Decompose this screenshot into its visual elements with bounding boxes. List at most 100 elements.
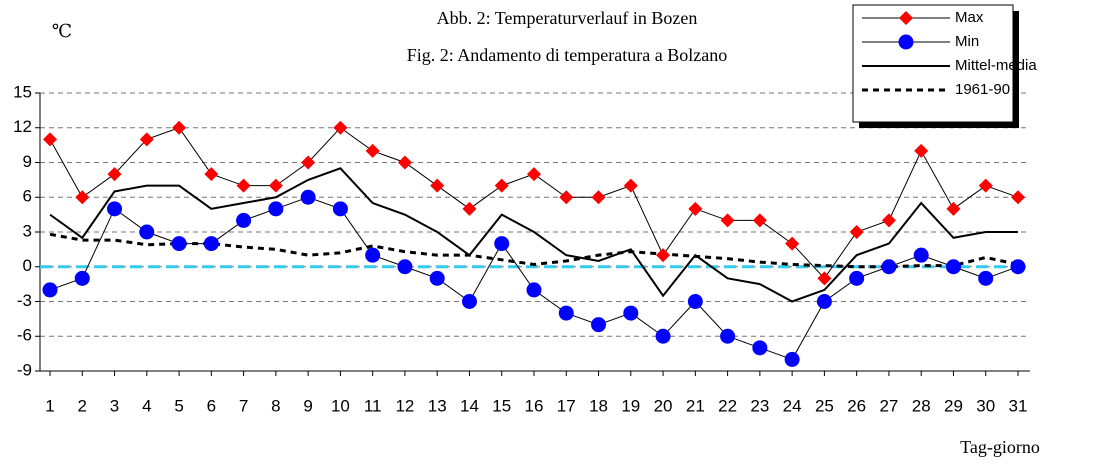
data-point	[914, 143, 929, 158]
data-point	[752, 213, 767, 228]
data-point	[365, 247, 381, 263]
series-line	[49, 232, 1019, 269]
x-tick-label: 20	[654, 396, 673, 415]
y-tick-label: 0	[23, 256, 32, 275]
data-point	[494, 178, 509, 193]
data-point	[429, 270, 445, 286]
x-tick-label: 11	[364, 396, 382, 415]
y-axis-label: ℃	[52, 21, 72, 41]
legend-marker	[898, 34, 914, 50]
data-point	[946, 201, 961, 216]
y-tick-label: -6	[17, 326, 32, 345]
data-point	[43, 132, 57, 147]
data-point	[461, 294, 477, 309]
x-tick-label: 23	[750, 396, 769, 415]
x-tick-label: 17	[557, 396, 576, 415]
data-point	[623, 178, 638, 193]
data-point	[720, 328, 736, 344]
x-tick-label: 16	[525, 396, 544, 415]
y-tick-label: 15	[13, 82, 32, 101]
legend-label: Max	[955, 9, 984, 26]
x-tick-label: 25	[815, 396, 834, 415]
legend-label: Mittel-media	[955, 57, 1037, 74]
data-point	[397, 155, 412, 170]
x-tick-label: 30	[976, 396, 995, 415]
data-point	[139, 132, 154, 147]
data-point	[784, 351, 800, 367]
x-tick-label: 4	[142, 396, 151, 415]
y-tick-label: -9	[17, 360, 32, 379]
data-point	[301, 155, 316, 170]
y-tick-label: -3	[17, 291, 32, 310]
data-point	[171, 236, 187, 252]
x-tick-label: 18	[589, 396, 608, 415]
data-point	[268, 201, 284, 217]
data-point	[945, 259, 961, 275]
data-point	[591, 190, 606, 205]
data-point	[203, 236, 219, 252]
x-tick-label: 15	[492, 396, 511, 415]
data-point	[881, 259, 897, 275]
data-point	[978, 270, 994, 286]
data-point	[881, 213, 896, 228]
data-point	[527, 167, 541, 182]
data-point	[1010, 259, 1026, 275]
data-point	[430, 178, 445, 193]
data-point	[785, 236, 800, 251]
series-line	[49, 196, 1019, 361]
y-tick-label: 3	[23, 221, 32, 240]
data-point	[139, 224, 155, 240]
x-tick-label: 10	[331, 396, 350, 415]
x-tick-label: 12	[395, 396, 414, 415]
x-tick-label: 7	[239, 396, 248, 415]
data-point	[978, 178, 993, 193]
legend-label: 1961-90	[955, 81, 1010, 98]
x-tick-label: 24	[783, 396, 802, 415]
series-line	[49, 167, 1018, 303]
data-point	[591, 317, 607, 333]
x-tick-label: 21	[686, 396, 705, 415]
y-tick-label: 9	[23, 152, 32, 171]
x-tick-label: 9	[303, 396, 312, 415]
series-line	[49, 127, 1019, 280]
data-point	[688, 201, 703, 216]
x-tick-label: 26	[847, 396, 866, 415]
data-point	[849, 270, 865, 286]
data-point	[913, 247, 929, 263]
data-point	[1011, 190, 1025, 205]
chart-subtitle: Fig. 2: Andamento di temperatura a Bolza…	[407, 45, 727, 65]
data-point	[623, 305, 639, 321]
x-tick-label: 27	[879, 396, 898, 415]
x-tick-label: 31	[1009, 396, 1028, 415]
legend-box	[852, 4, 1014, 123]
data-point	[172, 120, 187, 135]
data-point	[397, 259, 413, 275]
data-point	[462, 201, 477, 216]
data-point	[236, 178, 251, 193]
data-point	[107, 201, 123, 217]
data-point	[817, 271, 832, 286]
data-point	[204, 167, 219, 182]
x-tick-label: 28	[912, 396, 931, 415]
data-point	[816, 294, 832, 309]
y-tick-label: 6	[23, 187, 32, 206]
data-point	[268, 178, 283, 193]
x-tick-label: 22	[718, 396, 737, 415]
x-tick-label: 13	[428, 396, 447, 415]
x-tick-label: 1	[45, 396, 54, 415]
legend-label: Min	[955, 33, 979, 50]
y-tick-label: 12	[13, 117, 32, 136]
data-point	[526, 282, 542, 298]
data-point	[42, 282, 58, 298]
data-point	[558, 305, 574, 321]
data-point	[656, 248, 671, 263]
data-point	[332, 201, 348, 217]
x-tick-label: 6	[207, 396, 216, 415]
x-tick-label: 8	[271, 396, 280, 415]
data-point	[74, 270, 90, 286]
data-point	[559, 190, 574, 205]
x-tick-label: 29	[944, 396, 963, 415]
data-point	[333, 120, 348, 135]
x-axis-label: Tag-giorno	[960, 437, 1040, 457]
